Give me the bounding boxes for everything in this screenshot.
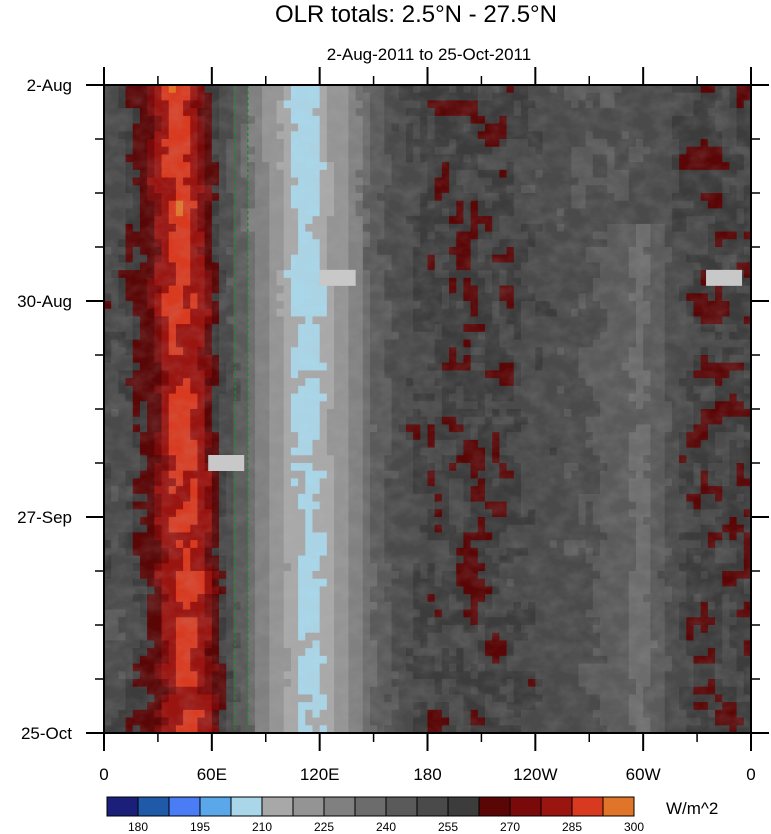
chart-subtitle: 2-Aug-2011 to 25-Oct-2011 (327, 45, 531, 64)
chart-title: OLR totals: 2.5°N - 27.5°N (275, 1, 557, 28)
